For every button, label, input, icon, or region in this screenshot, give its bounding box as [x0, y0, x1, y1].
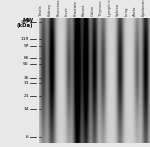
Text: Lymph node: Lymph node — [108, 0, 112, 16]
Text: Liver: Liver — [65, 7, 69, 16]
Text: 97: 97 — [23, 44, 29, 48]
Text: Aorta: Aorta — [133, 6, 137, 16]
Text: Prostate: Prostate — [73, 0, 77, 16]
Text: Pancreas: Pancreas — [56, 0, 60, 16]
Text: 36: 36 — [23, 76, 29, 80]
Text: Lung: Lung — [125, 7, 129, 16]
Text: 31: 31 — [23, 81, 29, 85]
Text: Thymus: Thymus — [99, 1, 103, 16]
Text: Breast: Breast — [82, 4, 86, 16]
Text: Testis: Testis — [39, 5, 43, 16]
Text: 21: 21 — [23, 94, 29, 98]
Text: Epidermis: Epidermis — [142, 0, 146, 16]
Text: 6: 6 — [26, 135, 29, 139]
Text: Colon: Colon — [90, 5, 94, 16]
Text: MW
(kDa): MW (kDa) — [17, 18, 33, 28]
Text: Spleen: Spleen — [116, 3, 120, 16]
Text: 119: 119 — [21, 37, 29, 41]
Text: 55: 55 — [23, 62, 29, 66]
Text: Kidney: Kidney — [48, 3, 52, 16]
Text: 66: 66 — [23, 56, 29, 60]
Text: 14: 14 — [23, 107, 29, 111]
Text: 200: 200 — [21, 20, 29, 24]
